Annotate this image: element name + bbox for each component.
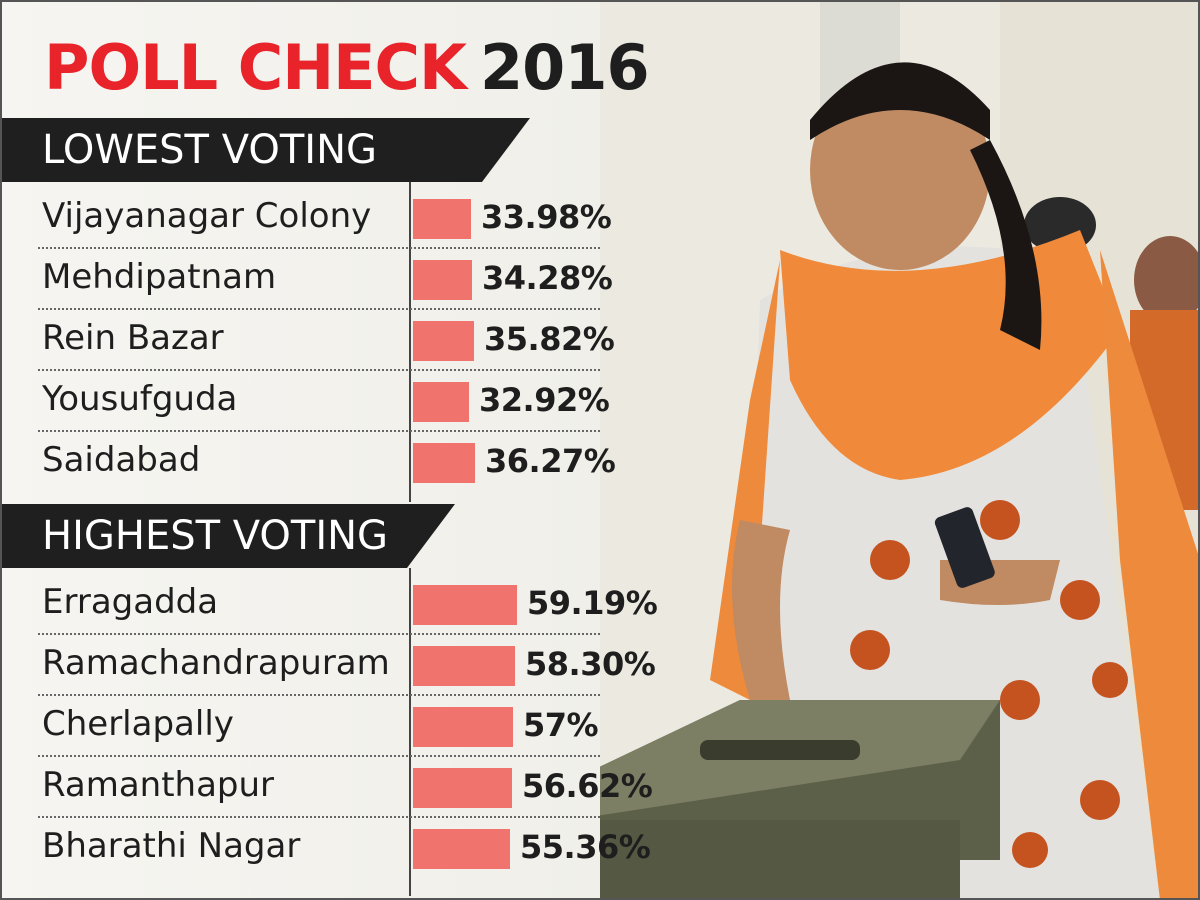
section-title-lowest: LOWEST VOTING: [42, 127, 377, 173]
value-label: 57%: [523, 706, 599, 744]
value-label: 34.28%: [482, 259, 613, 297]
value-bar: [413, 646, 515, 686]
axis-line-highest: [409, 568, 411, 896]
bar-row: Rein Bazar 35.82%: [0, 308, 615, 371]
bar-row: Bharathi Nagar 55.36%: [0, 816, 651, 878]
category-label: Cherlapally: [42, 704, 234, 744]
category-label: Yousufguda: [42, 379, 238, 419]
row-divider: [38, 308, 600, 310]
value-label: 32.92%: [479, 381, 610, 419]
value-bar: [413, 321, 474, 361]
row-divider: [38, 816, 600, 818]
value-label: 56.62%: [522, 767, 653, 805]
row-divider: [38, 430, 600, 432]
axis-line-lowest: [409, 182, 411, 502]
row-divider: [38, 369, 600, 371]
bar-row: Mehdipatnam 34.28%: [0, 247, 613, 310]
category-label: Ramachandrapuram: [42, 643, 390, 683]
value-bar: [413, 382, 469, 422]
title-red-text: POLL CHECK: [44, 31, 467, 104]
row-divider: [38, 633, 600, 635]
value-label: 55.36%: [520, 828, 651, 866]
category-label: Saidabad: [42, 440, 201, 480]
category-label: Ramanthapur: [42, 765, 275, 805]
bar-row: Erragadda 59.19%: [0, 572, 658, 635]
title-year-text: 2016: [480, 31, 650, 104]
bar-row: Saidabad 36.27%: [0, 430, 616, 492]
category-label: Vijayanagar Colony: [42, 196, 372, 236]
category-label: Erragadda: [42, 582, 219, 622]
page-title: POLL CHECK 2016: [44, 26, 650, 110]
category-label: Rein Bazar: [42, 318, 224, 358]
value-bar: [413, 829, 510, 869]
bar-row: Ramachandrapuram 58.30%: [0, 633, 656, 696]
value-bar: [413, 707, 513, 747]
value-bar: [413, 260, 472, 300]
section-title-highest: HIGHEST VOTING: [42, 513, 389, 559]
value-bar: [413, 768, 512, 808]
value-bar: [413, 585, 517, 625]
bar-row: Yousufguda 32.92%: [0, 369, 610, 432]
voter-photo: [600, 0, 1200, 900]
bar-row: Cherlapally 57%: [0, 694, 600, 757]
category-label: Mehdipatnam: [42, 257, 277, 297]
value-label: 36.27%: [485, 442, 616, 480]
value-bar: [413, 443, 475, 483]
value-label: 59.19%: [527, 584, 658, 622]
section-header-lowest: LOWEST VOTING: [0, 118, 530, 182]
row-divider: [38, 694, 600, 696]
row-divider: [38, 755, 600, 757]
bar-row: Vijayanagar Colony 33.98%: [0, 186, 612, 249]
value-label: 33.98%: [481, 198, 612, 236]
section-header-highest: HIGHEST VOTING: [0, 504, 455, 568]
bar-row: Ramanthapur 56.62%: [0, 755, 653, 818]
value-label: 58.30%: [525, 645, 656, 683]
row-divider: [38, 247, 600, 249]
value-bar: [413, 199, 471, 239]
category-label: Bharathi Nagar: [42, 826, 301, 866]
value-label: 35.82%: [484, 320, 615, 358]
